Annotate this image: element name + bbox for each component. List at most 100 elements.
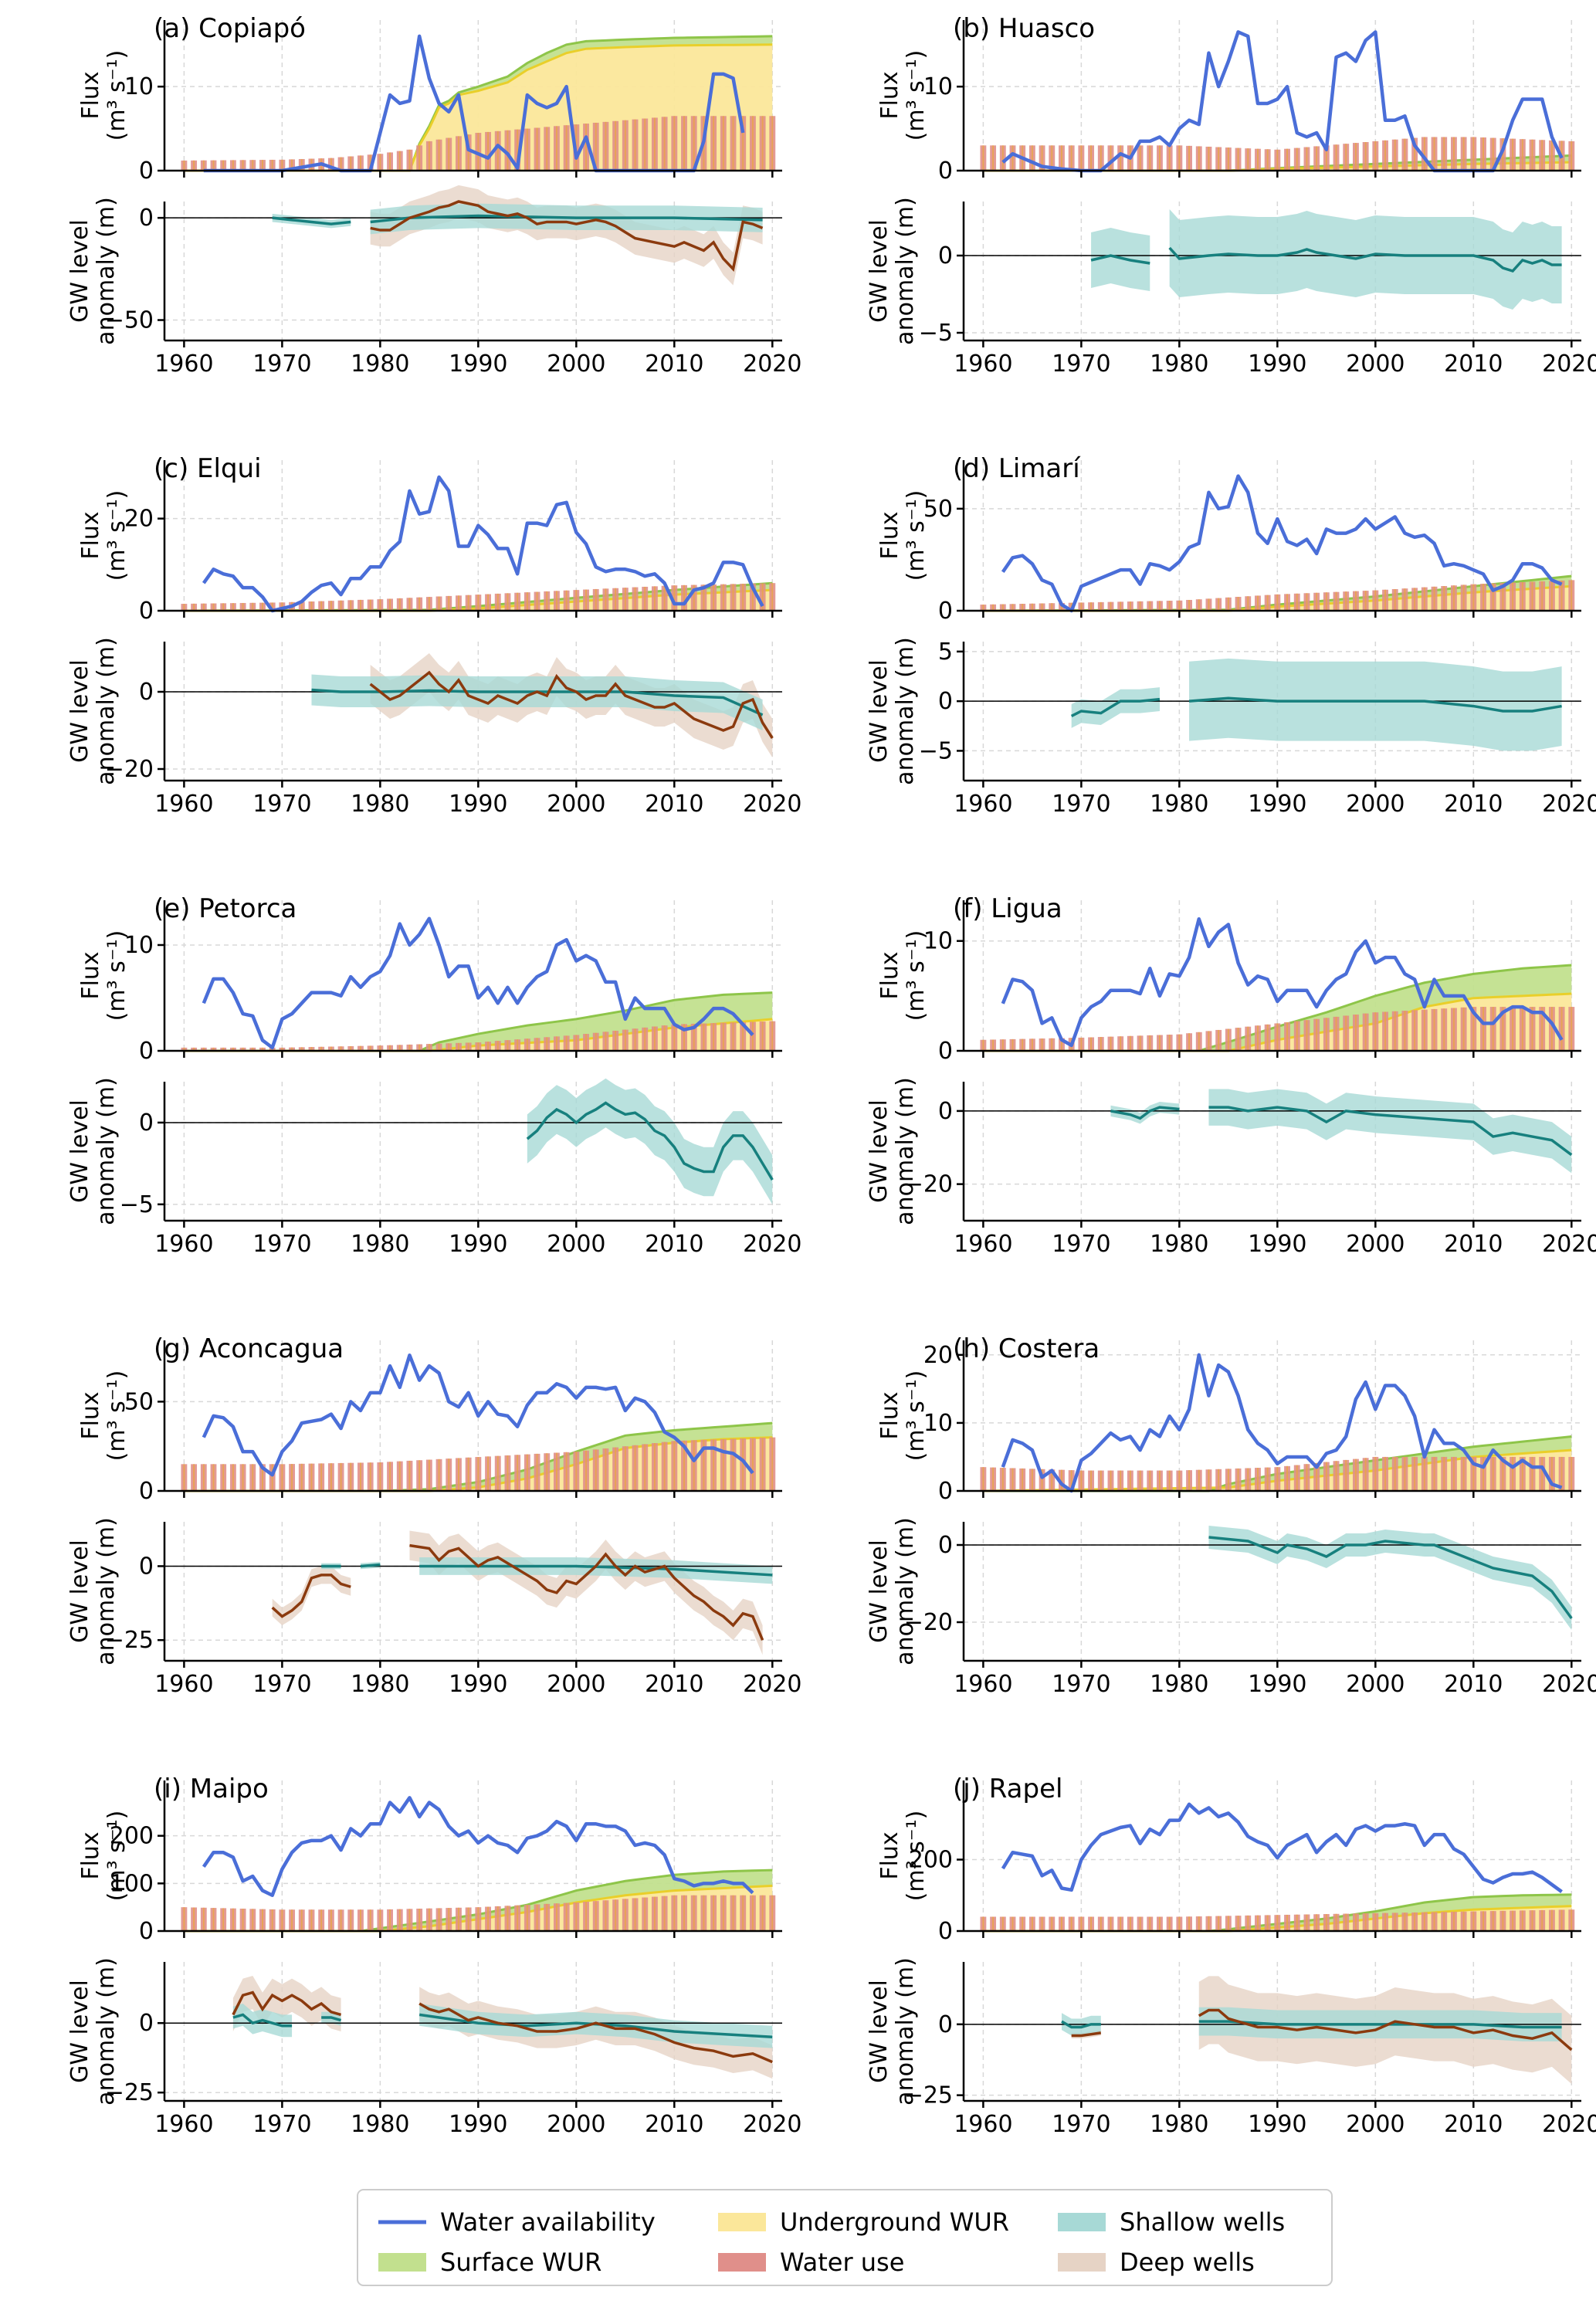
water-use-bar-stripe [359, 599, 361, 611]
gw-xtick-label: 1990 [449, 351, 507, 378]
flux-ylabel: Flux(m³ s⁻¹) [876, 50, 930, 141]
water-use-bar-stripe [428, 1459, 430, 1491]
water-use-bar-stripe [1571, 1456, 1573, 1491]
water-use-bar-stripe [487, 1456, 490, 1491]
shallow-wells-band [1208, 1526, 1572, 1630]
water-use-bar-stripe [1041, 603, 1043, 611]
water-use-bar-stripe [653, 1896, 656, 1931]
water-use-bar-stripe [1256, 595, 1259, 611]
water-use-bar-stripe [193, 1047, 195, 1051]
water-use-bar-stripe [448, 1908, 450, 1931]
water-use-bar-stripe [1188, 1916, 1191, 1931]
water-use-bar-stripe [663, 585, 666, 611]
water-use-bar-stripe [1462, 137, 1465, 171]
water-use-bar-stripe [1041, 1038, 1043, 1051]
water-use-bar-stripe [1011, 1468, 1014, 1491]
water-use-bar-stripe [291, 1464, 293, 1491]
gw-ylabel-line2: anomaly (m) [93, 637, 120, 785]
water-use-bar-stripe [261, 1909, 263, 1931]
gw-ytick-label: −5 [919, 737, 953, 764]
water-use-bar-stripe [1541, 581, 1543, 611]
water-use-bar-stripe [418, 1460, 421, 1491]
gw-ytick-label: −25 [105, 1627, 154, 1654]
water-use-bar-stripe [1110, 1916, 1112, 1931]
shallow-wells-line [1110, 1106, 1180, 1120]
shallow-wells-band [1169, 209, 1562, 310]
water-use-bar-stripe [350, 1909, 352, 1931]
gw-xtick-label: 2020 [743, 2111, 801, 2138]
water-use-bar-stripe [1364, 1013, 1367, 1051]
gw-ytick-label: 5 [938, 639, 953, 666]
water-use-bar-stripe [1502, 1910, 1504, 1931]
water-use-bar-stripe [595, 588, 597, 611]
water-use-bar-stripe [457, 1042, 459, 1051]
water-use-bar-stripe [1080, 1470, 1083, 1491]
gw-xtick-label: 1960 [154, 1671, 213, 1698]
water-use-bar-stripe [713, 1895, 715, 1931]
water-use-bar-stripe [1296, 1465, 1298, 1491]
gw-xtick-label: 1970 [1052, 1671, 1110, 1698]
water-use-bar-stripe [1433, 137, 1435, 171]
water-use-bar-stripe [1550, 1456, 1553, 1491]
water-use-bar-stripe [615, 1030, 617, 1051]
water-use-bar-stripe [261, 1047, 263, 1051]
water-use-bar-stripe [457, 595, 459, 611]
water-use-bar-stripe [379, 599, 381, 611]
shallow-wells-line [1090, 254, 1150, 265]
flux-ylabel-line2: (m³ s⁻¹) [103, 930, 130, 1021]
water-use-bar-stripe [202, 603, 205, 611]
water-use-bar-stripe [242, 160, 244, 171]
water-use-bar-stripe [992, 1916, 995, 1931]
water-use-bar-stripe [496, 130, 499, 171]
water-availability-line [1001, 1802, 1563, 1893]
water-use-bar-stripe [1120, 145, 1122, 171]
water-use-bar-stripe [379, 1045, 381, 1051]
gw-ylabel: GW levelanomaly (m) [866, 1517, 919, 1665]
water-use-bar-stripe [300, 158, 303, 171]
water-use-bar-stripe [555, 1036, 557, 1051]
water-use-bar-stripe [1011, 1038, 1014, 1051]
deep-wells-line [1071, 2031, 1102, 2038]
water-use-bar-stripe [732, 116, 734, 171]
water-use-bar-stripe [703, 584, 705, 611]
gw-xtick-label: 1960 [954, 1231, 1012, 1258]
water-use-bar-stripe [1208, 598, 1210, 611]
water-use-bar-stripe [1541, 1909, 1543, 1931]
water-use-bar-stripe [1354, 1015, 1357, 1051]
gw-ylabel-line2: anomaly (m) [93, 1077, 120, 1225]
gw-xtick-label: 2020 [743, 1671, 801, 1698]
water-use-bar-stripe [212, 160, 215, 171]
water-use-bar-stripe [300, 1463, 303, 1491]
water-use-bar-stripe [517, 129, 519, 171]
water-use-bar-stripe [575, 1035, 578, 1051]
gw-xtick-label: 2000 [1346, 2111, 1405, 2138]
water-use-bar-stripe [1178, 1916, 1181, 1931]
water-use-bar-stripe [1482, 1007, 1485, 1051]
water-use-bar-stripe [1208, 1469, 1210, 1491]
water-use-bar-stripe [644, 118, 646, 171]
water-use-bar-stripe [487, 1906, 490, 1931]
water-use-bar-stripe [1158, 1470, 1161, 1491]
flux-ylabel: Flux(m³ s⁻¹) [77, 1370, 130, 1462]
water-use-bar-stripe [310, 1909, 313, 1931]
flux-ylabel-line2: (m³ s⁻¹) [903, 1370, 930, 1462]
water-use-bar-stripe [1168, 1916, 1171, 1931]
gw-ytick-label: 0 [139, 1553, 154, 1580]
water-use-bar-stripe [536, 1453, 538, 1491]
water-use-bar-stripe [1178, 1470, 1181, 1491]
water-use-bar-stripe [1316, 1462, 1318, 1491]
water-use-bar-stripe [1462, 584, 1465, 611]
water-use-bar-stripe [1414, 1010, 1416, 1051]
gw-ytick-label: −25 [105, 2079, 154, 2106]
water-use-bar-stripe [634, 1445, 636, 1491]
flux-ylabel-line1: Flux [876, 511, 903, 559]
gw-xtick-label: 2010 [1444, 791, 1503, 818]
gw-ylabel-line1: GW level [66, 219, 93, 323]
water-use-bar-stripe [389, 1909, 391, 1931]
water-use-bar-stripe [1531, 1910, 1533, 1931]
water-use-bar-stripe [722, 1895, 724, 1931]
water-use-bar-stripe [585, 1034, 588, 1051]
